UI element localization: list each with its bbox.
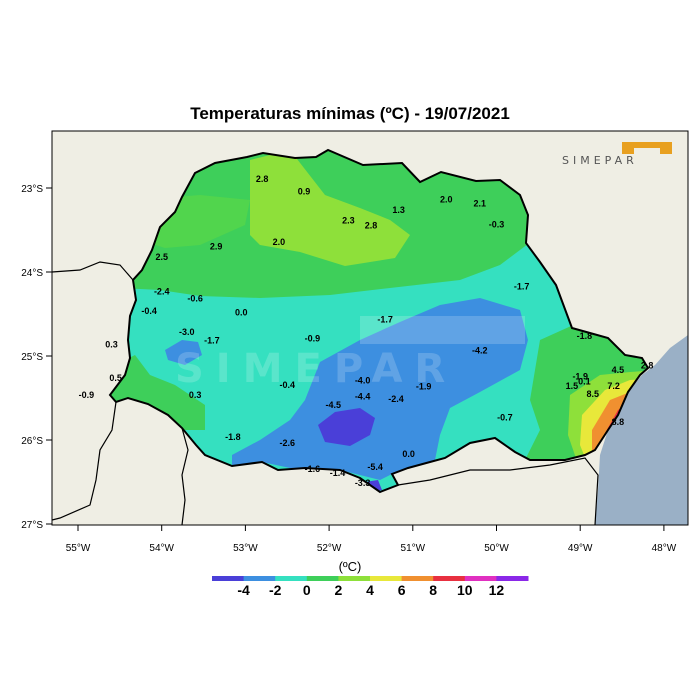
station-value: -4.0 bbox=[355, 376, 371, 386]
station-value: 0.5 bbox=[109, 373, 122, 383]
station-value: -3.0 bbox=[179, 327, 195, 337]
lon-label: 52°W bbox=[317, 543, 342, 554]
lon-label: 54°W bbox=[149, 543, 174, 554]
logo-text: SIMEPAR bbox=[562, 154, 638, 167]
station-value: -0.3 bbox=[489, 219, 505, 229]
station-value: -0.6 bbox=[187, 293, 203, 303]
lat-label: 27°S bbox=[21, 520, 43, 531]
colorbar-tick-label: 12 bbox=[488, 582, 505, 598]
colorbar-segment bbox=[370, 576, 403, 581]
station-value: -2.4 bbox=[388, 394, 404, 404]
station-value: 0.9 bbox=[298, 187, 311, 197]
colorbar-segment bbox=[401, 576, 434, 581]
colorbar-tick-label: 0 bbox=[302, 582, 311, 598]
colorbar-unit: (ºC) bbox=[338, 559, 362, 574]
station-value: -1.8 bbox=[225, 432, 241, 442]
station-value: -2.4 bbox=[154, 287, 170, 297]
temperature-field bbox=[110, 150, 648, 492]
station-value: -1.8 bbox=[577, 331, 593, 341]
lon-label: 48°W bbox=[652, 543, 677, 554]
lon-label: 49°W bbox=[568, 543, 593, 554]
station-value: -1.9 bbox=[572, 372, 588, 382]
station-value: -0.7 bbox=[497, 413, 513, 423]
station-value: -0.9 bbox=[305, 334, 321, 344]
colorbar-segment bbox=[433, 576, 466, 581]
colorbar-segment bbox=[212, 576, 245, 581]
station-value: -1.4 bbox=[330, 468, 346, 478]
svg-text:SIMEPAR: SIMEPAR bbox=[175, 346, 457, 392]
colorbar-tick-label: 10 bbox=[457, 582, 473, 598]
station-value: 2.0 bbox=[440, 194, 453, 204]
lon-label: 51°W bbox=[401, 543, 426, 554]
station-value: 2.0 bbox=[273, 237, 286, 247]
station-value: -1.6 bbox=[305, 464, 321, 474]
lat-label: 24°S bbox=[21, 268, 43, 279]
latitude-axis: 23°S 24°S 25°S 26°S 27°S bbox=[21, 184, 52, 531]
colorbar-segment bbox=[275, 576, 308, 581]
station-value: 2.3 bbox=[342, 215, 355, 225]
station-value: 4.5 bbox=[612, 365, 625, 375]
station-value: 0.1 bbox=[578, 377, 591, 387]
colorbar-tick-label: -4 bbox=[237, 582, 250, 598]
colorbar-segment bbox=[464, 576, 497, 581]
lon-label: 55°W bbox=[66, 543, 91, 554]
simepar-logo: SIMEPAR bbox=[562, 142, 672, 167]
station-value: 2.5 bbox=[155, 252, 168, 262]
station-value: 8.8 bbox=[612, 417, 625, 427]
colorbar-segment bbox=[496, 576, 529, 581]
station-value: 1.5 bbox=[566, 381, 579, 391]
station-value: 0.0 bbox=[235, 308, 248, 318]
station-labels: 2.8 0.9 2.0 2.1 1.3 2.3 2.8 -0.3 2.9 2.0 2.5 -1.7 -2… bbox=[79, 174, 654, 488]
station-value: -1.9 bbox=[416, 382, 432, 392]
station-value: 2.1 bbox=[474, 198, 487, 208]
station-value: -1.7 bbox=[377, 314, 393, 324]
station-value: -1.7 bbox=[514, 282, 530, 292]
station-value: -5.4 bbox=[367, 462, 383, 472]
station-value: -4.5 bbox=[326, 400, 342, 410]
ocean bbox=[595, 335, 688, 525]
colorbar bbox=[212, 576, 529, 581]
station-value: 1.3 bbox=[392, 205, 405, 215]
station-value: -3.3 bbox=[355, 478, 371, 488]
station-value: -0.4 bbox=[141, 306, 157, 316]
lat-label: 25°S bbox=[21, 352, 43, 363]
neighbor-borders bbox=[52, 261, 599, 525]
station-value: 2.9 bbox=[210, 241, 223, 251]
station-value: 2.8 bbox=[256, 174, 269, 184]
parana-border bbox=[108, 148, 650, 494]
station-value: -4.2 bbox=[472, 345, 488, 355]
colorbar-tick-label: 8 bbox=[429, 582, 438, 598]
station-value: 7.2 bbox=[607, 381, 620, 391]
colorbar-tick-label: 4 bbox=[366, 582, 374, 598]
watermark: SIMEPAR bbox=[175, 316, 525, 392]
station-value: 0.3 bbox=[189, 390, 202, 400]
colorbar-tick-label: 2 bbox=[334, 582, 343, 598]
station-value: -0.4 bbox=[279, 380, 295, 390]
colorbar-segment bbox=[243, 576, 276, 581]
lat-label: 23°S bbox=[21, 184, 43, 195]
station-value: 2.8 bbox=[365, 220, 378, 230]
colorbar-segment bbox=[306, 576, 339, 581]
station-value: 0.0 bbox=[402, 449, 415, 459]
station-value: -0.9 bbox=[79, 390, 95, 400]
lat-label: 26°S bbox=[21, 436, 43, 447]
station-value: 8.5 bbox=[586, 389, 599, 399]
lon-label: 50°W bbox=[484, 543, 509, 554]
map-frame bbox=[51, 130, 689, 526]
station-value: 0.3 bbox=[105, 340, 118, 350]
longitude-axis: 55°W 54°W 53°W 52°W 51°W 50°W 49°W 48°W bbox=[66, 525, 677, 554]
colorbar-segment bbox=[338, 576, 371, 581]
station-value: -4.4 bbox=[355, 392, 371, 402]
map-title: Temperaturas mínimas (ºC) - 19/07/2021 bbox=[190, 104, 510, 123]
station-value: 2.8 bbox=[641, 361, 654, 371]
lon-label: 53°W bbox=[233, 543, 258, 554]
station-value: -1.7 bbox=[204, 335, 220, 345]
colorbar-tick-label: 6 bbox=[397, 582, 406, 598]
colorbar-tick-label: -2 bbox=[268, 582, 282, 598]
station-value: -2.6 bbox=[279, 438, 295, 448]
